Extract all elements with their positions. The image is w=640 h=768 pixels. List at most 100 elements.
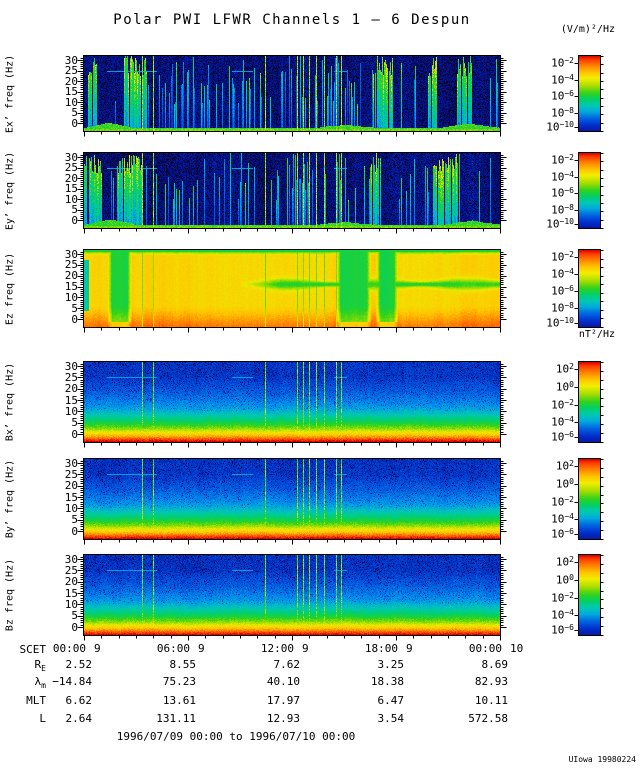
y-tick-label: 25: [64, 161, 78, 174]
colorbar-tick-label: 10−6: [551, 623, 574, 638]
colorbar-tick-label: 10−6: [551, 89, 574, 103]
y-tick-label: 20: [64, 74, 78, 88]
y-tick-label: 15: [64, 182, 78, 195]
colorbar-electric: [579, 56, 600, 131]
y-tick-label: 15: [64, 586, 78, 600]
ephemeris-row-label: MLT: [26, 694, 46, 707]
y-tick-label: 20: [64, 479, 78, 493]
y-axis-label: Ez freq (Hz): [4, 252, 16, 325]
y-tick-label: 15: [64, 490, 78, 504]
y-tick-label: 0: [71, 427, 78, 441]
x-tick-day-label: 9: [198, 642, 205, 655]
x-tick-day-label: 9: [406, 642, 413, 655]
ephemeris-value: 17.97: [266, 694, 300, 707]
x-tick-time-label: 18:00: [364, 642, 398, 655]
colorbar-tick-label: 100: [555, 573, 574, 587]
ephemeris-value: −14.84: [52, 675, 92, 688]
ephemeris-value: 40.10: [266, 675, 300, 688]
y-tick-label: 0: [71, 116, 78, 130]
y-tick-label: 25: [64, 467, 78, 481]
y-axis-label: Ex’ freq (Hz): [4, 54, 16, 133]
colorbar-tick-label: 10−4: [551, 512, 574, 526]
y-tick-label: 15: [64, 393, 78, 407]
spectrogram-panel-ex’: [84, 56, 500, 131]
spectrogram-panel-by’: [84, 459, 500, 539]
y-tick-label: 10: [64, 404, 78, 418]
x-tick-time-label: 00:00: [52, 642, 86, 655]
colorbar-tick-label: 10−6: [551, 527, 574, 542]
y-tick-label: 10: [64, 290, 78, 304]
scet-axis-label: SCET: [19, 643, 47, 656]
colorbar-tick-label: 100: [555, 477, 574, 491]
y-tick-label: 10: [64, 192, 78, 206]
y-tick-label: 15: [64, 280, 78, 293]
colorbar-magnetic: [579, 555, 600, 635]
ephemeris-value: 131.11: [156, 712, 196, 725]
colorbar-tick-label: 10−2: [551, 590, 574, 605]
colorbar-tick-label: 10−6: [551, 430, 574, 445]
ephemeris-value: 13.61: [162, 694, 196, 707]
ephemeris-value: 2.64: [65, 712, 93, 725]
y-tick-label: 10: [64, 501, 78, 515]
spectrogram-panel-bx’: [84, 362, 500, 442]
spectrogram-panel-ez: [84, 250, 500, 327]
y-tick-label: 0: [71, 312, 78, 326]
ephemeris-value: 7.62: [273, 658, 301, 671]
colorbar-tick-label: 10−2: [551, 397, 574, 412]
colorbar-tick-label: 10−4: [551, 72, 574, 87]
y-tick-label: 20: [64, 575, 78, 589]
ephemeris-value: 75.23: [162, 675, 196, 688]
colorbar-tick-label: 10−2: [551, 153, 574, 167]
y-tick-label: 30: [64, 247, 78, 261]
ephemeris-value: 3.25: [377, 658, 405, 671]
colorbar-tick-label: 10−6: [551, 284, 574, 298]
colorbar-tick-label: 10−4: [551, 415, 574, 429]
y-tick-label: 10: [64, 597, 78, 611]
time-range-caption: 1996/07/09 00:00 to 1996/07/10 00:00: [116, 730, 356, 743]
ephemeris-value: 3.54: [377, 712, 405, 725]
colorbar-tick-label: 10−8: [551, 301, 574, 315]
y-tick-label: 5: [71, 416, 78, 430]
y-tick-label: 5: [71, 609, 78, 623]
ephemeris-value: 18.38: [370, 675, 404, 688]
x-tick-time-label: 00:00: [468, 642, 502, 655]
y-axis-label: Ey’ freq (Hz): [4, 151, 16, 230]
ephemeris-value: 6.62: [65, 694, 93, 707]
y-tick-label: 30: [64, 53, 78, 67]
y-tick-label: 15: [64, 85, 78, 98]
ephemeris-value: 12.93: [266, 712, 300, 725]
y-tick-label: 30: [64, 552, 78, 566]
ephemeris-value: 8.69: [481, 658, 509, 671]
spectrogram-panel-ey’: [84, 153, 500, 228]
colorbar-tick-label: 10−8: [551, 202, 574, 217]
y-axis-label: Bx’ freq (Hz): [4, 362, 16, 442]
y-tick-label: 30: [64, 359, 78, 373]
colorbar-tick-label: 10−4: [551, 169, 574, 184]
y-tick-label: 5: [71, 513, 78, 527]
y-tick-label: 25: [64, 370, 78, 384]
y-axis-label: By’ freq (Hz): [4, 459, 16, 539]
colorbar-magnetic: [579, 459, 600, 539]
ephemeris-row-label: L: [39, 712, 46, 725]
colorbar-tick-label: 10−10: [546, 120, 574, 134]
colorbar-tick-label: 10−8: [551, 105, 574, 120]
y-axis-label: Bz freq (Hz): [4, 558, 16, 632]
ephemeris-row-label: RE: [34, 658, 46, 674]
ephemeris-value: 2.52: [65, 658, 93, 671]
colorbar-electric: [579, 250, 600, 327]
y-tick-label: 10: [64, 95, 78, 109]
y-tick-label: 5: [71, 301, 78, 315]
y-tick-label: 0: [71, 620, 78, 634]
y-tick-label: 5: [71, 106, 78, 119]
x-tick-day-label: 9: [94, 642, 101, 655]
y-tick-label: 25: [64, 64, 78, 77]
colorbar-tick-label: 10−2: [551, 250, 574, 264]
x-tick-day-label: 10: [510, 642, 524, 655]
colorbar-tick-label: 10−10: [546, 217, 574, 231]
y-tick-label: 30: [64, 150, 78, 164]
y-tick-label: 20: [64, 382, 78, 396]
colorbar-magnetic: [579, 362, 600, 442]
ephemeris-row-label: λm: [34, 675, 46, 691]
y-tick-label: 25: [64, 258, 78, 272]
